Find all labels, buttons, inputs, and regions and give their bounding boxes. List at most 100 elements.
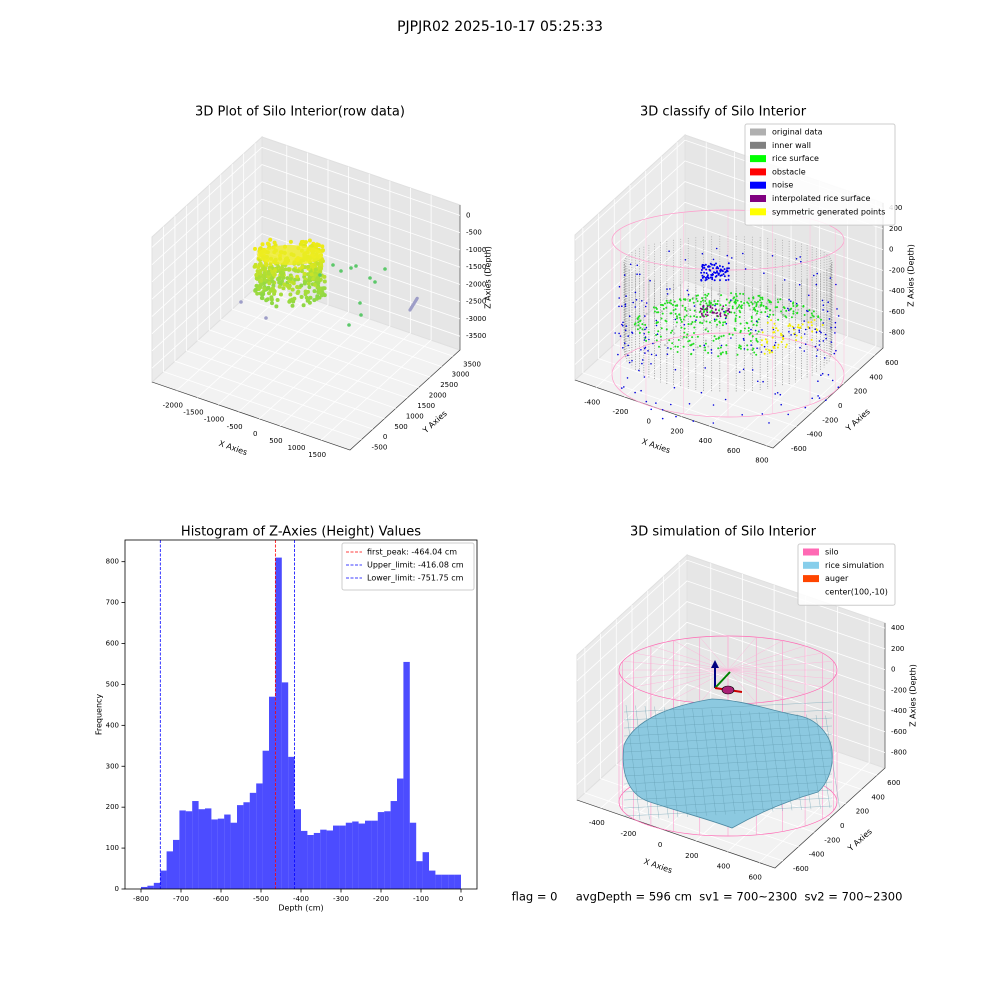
point (315, 261, 320, 266)
point (629, 263, 632, 266)
x-tick-label: 1000 (288, 444, 306, 452)
point (750, 301, 753, 304)
rice-mesh (654, 706, 669, 819)
point (714, 309, 717, 311)
point (734, 320, 737, 323)
point (683, 331, 686, 334)
point (779, 393, 782, 396)
point (703, 310, 706, 313)
point (816, 349, 819, 351)
point (291, 281, 296, 286)
point (262, 277, 267, 282)
grid-line (629, 185, 829, 399)
bar (217, 818, 225, 889)
rice-mesh (730, 710, 745, 814)
y-tick-label: 0 (838, 402, 842, 410)
y-tick-label: 0 (383, 433, 387, 441)
point (795, 302, 798, 305)
point (800, 260, 802, 263)
point (706, 308, 709, 310)
point (686, 298, 689, 301)
z-tick-label: -1000 (466, 246, 486, 254)
point (300, 265, 305, 269)
point (704, 367, 706, 369)
point (313, 245, 318, 250)
point (692, 342, 695, 345)
point (739, 292, 742, 295)
z-tick-label: 200 (891, 645, 904, 653)
point (740, 307, 743, 310)
point (655, 334, 658, 336)
point (288, 239, 293, 244)
point (673, 332, 676, 335)
point (270, 279, 275, 284)
point (637, 324, 640, 327)
point (760, 344, 763, 346)
point (718, 336, 720, 339)
z-tick-label: -3000 (466, 315, 486, 323)
point (695, 316, 698, 318)
point (634, 306, 637, 308)
point (755, 324, 758, 327)
point (761, 298, 764, 301)
point (701, 264, 704, 267)
x-tick-label: 600 (748, 874, 761, 882)
point (820, 318, 822, 321)
point (774, 341, 777, 344)
point (767, 316, 770, 318)
point (780, 341, 783, 343)
grid-line (220, 174, 419, 388)
point (813, 319, 816, 321)
point (763, 272, 765, 275)
point (676, 317, 678, 320)
point (704, 313, 707, 316)
point (636, 328, 639, 331)
point (788, 309, 790, 312)
point (321, 248, 325, 253)
point (704, 339, 707, 342)
point (820, 331, 822, 334)
point (727, 262, 730, 265)
point (834, 326, 837, 329)
point (725, 344, 728, 347)
grid-line (676, 142, 876, 356)
point (274, 304, 279, 309)
point (716, 266, 719, 268)
point (253, 246, 257, 251)
point (712, 422, 715, 424)
point (674, 304, 677, 307)
bar (249, 792, 257, 889)
z-tick-label: 200 (889, 225, 902, 233)
point (645, 326, 648, 329)
point (701, 297, 704, 300)
grid-line (174, 216, 374, 430)
point (759, 299, 761, 302)
point (763, 345, 766, 348)
point (724, 310, 727, 313)
point (674, 318, 677, 321)
grid-line (582, 227, 781, 442)
point (746, 344, 749, 347)
point (837, 315, 840, 317)
point (792, 312, 795, 315)
x-tick-label: -400 (584, 398, 600, 406)
point (751, 369, 754, 371)
point (835, 283, 837, 286)
point (686, 310, 689, 313)
y-tick-label: 1500 (417, 402, 435, 410)
point (657, 330, 660, 333)
y-tick-label: 1000 (406, 412, 424, 420)
point (772, 310, 774, 313)
point (755, 302, 758, 304)
point (322, 279, 327, 284)
point (719, 304, 722, 307)
point (645, 302, 648, 304)
bar (141, 886, 148, 889)
point (708, 300, 711, 303)
point (730, 292, 733, 295)
point (299, 283, 304, 288)
point (728, 304, 731, 307)
point (662, 307, 665, 310)
point (768, 351, 771, 354)
bar (397, 778, 404, 889)
